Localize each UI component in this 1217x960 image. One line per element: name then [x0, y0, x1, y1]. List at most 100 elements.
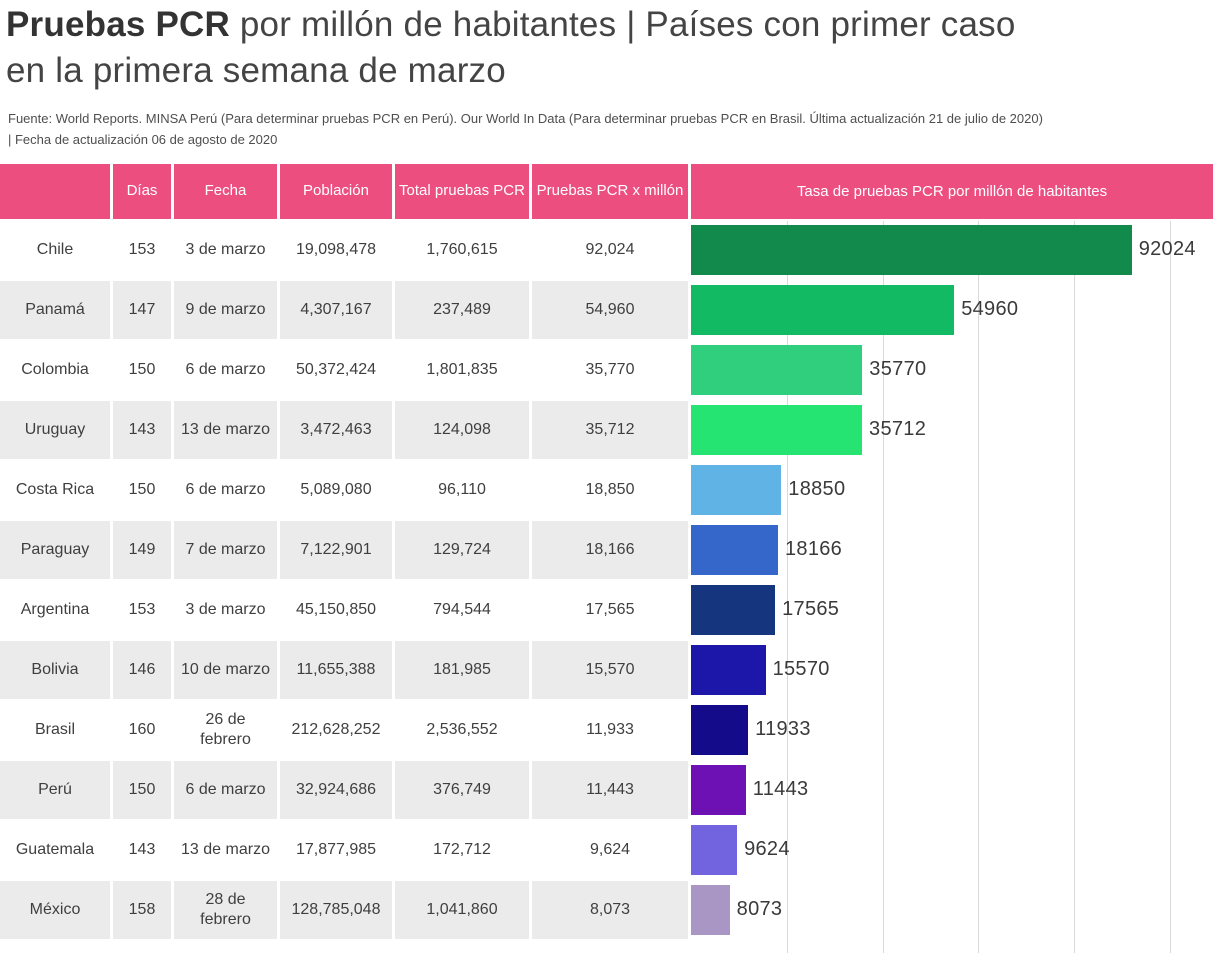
table-cell-fecha: 26 de febrero	[174, 700, 277, 759]
column-header-poblacion: Población	[280, 163, 392, 219]
table-cell-dias: 150	[113, 460, 171, 519]
bar-colombia	[691, 344, 863, 395]
table-cell-total-pruebas: 172,712	[395, 820, 529, 879]
table-cell-fecha: 6 de marzo	[174, 460, 277, 519]
chart-row-perú: 11443	[691, 761, 1213, 819]
chart-row-chile: 92024	[691, 221, 1213, 279]
chart-row-paraguay: 18166	[691, 521, 1213, 579]
chart-row-brasil: 11933	[691, 701, 1213, 759]
data-table: Días Fecha Población Total pruebas PCR P…	[0, 163, 688, 939]
column-header-country	[0, 163, 110, 219]
bar-value-label: 8073	[736, 898, 783, 921]
table-cell-country: Paraguay	[0, 520, 110, 579]
table-chart-layout: Días Fecha Población Total pruebas PCR P…	[0, 163, 1217, 953]
title-emphasis: Pruebas PCR	[6, 5, 230, 44]
table-cell-poblacion: 17,877,985	[280, 820, 392, 879]
table-cell-poblacion: 45,150,850	[280, 580, 392, 639]
chart-row-guatemala: 9624	[691, 821, 1213, 879]
bar-value-label: 17565	[782, 598, 840, 621]
source-line-1: Fuente: World Reports. MINSA Perú (Para …	[8, 111, 1043, 126]
chart-row-uruguay: 35712	[691, 401, 1213, 459]
bar-perú	[691, 764, 746, 815]
bar-value-label: 11443	[752, 778, 809, 801]
table-cell-country: Panamá	[0, 280, 110, 339]
bar-bolivia	[691, 644, 766, 695]
bar-value-label: 9624	[744, 838, 790, 861]
table-cell-poblacion: 11,655,388	[280, 640, 392, 699]
table-cell-dias: 146	[113, 640, 171, 699]
table-cell-dias: 160	[113, 700, 171, 759]
bar-chile	[691, 224, 1132, 275]
source-note: Fuente: World Reports. MINSA Perú (Para …	[0, 109, 1210, 151]
table-cell-pcr-millon: 8,073	[532, 880, 688, 939]
bar-value-label: 54960	[961, 298, 1019, 321]
column-header-fecha: Fecha	[174, 163, 277, 219]
table-cell-country: Uruguay	[0, 400, 110, 459]
table-cell-fecha: 13 de marzo	[174, 400, 277, 459]
table-cell-country: Brasil	[0, 700, 110, 759]
chart-row-panamá: 54960	[691, 281, 1213, 339]
table-cell-pcr-millon: 18,166	[532, 520, 688, 579]
bar-chart: Tasa de pruebas PCR por millón de habita…	[691, 163, 1217, 953]
table-cell-poblacion: 32,924,686	[280, 760, 392, 819]
table-cell-dias: 153	[113, 580, 171, 639]
bar-value-label: 18850	[788, 478, 846, 501]
table-cell-poblacion: 128,785,048	[280, 880, 392, 939]
table-cell-total-pruebas: 181,985	[395, 640, 529, 699]
bar-panamá	[691, 284, 955, 335]
table-cell-dias: 149	[113, 520, 171, 579]
title-rest: por millón de habitantes | Países con pr…	[6, 5, 1016, 90]
bar-value-label: 35712	[869, 418, 927, 441]
table-cell-total-pruebas: 237,489	[395, 280, 529, 339]
table-cell-dias: 143	[113, 400, 171, 459]
table-cell-country: Argentina	[0, 580, 110, 639]
bar-paraguay	[691, 524, 778, 575]
bar-value-label: 92024	[1138, 238, 1196, 261]
table-cell-fecha: 6 de marzo	[174, 340, 277, 399]
table-cell-fecha: 10 de marzo	[174, 640, 277, 699]
column-header-pcr-millon: Pruebas PCR x millón	[532, 163, 688, 219]
chart-row-bolivia: 15570	[691, 641, 1213, 699]
table-cell-fecha: 28 de febrero	[174, 880, 277, 939]
table-cell-total-pruebas: 129,724	[395, 520, 529, 579]
gridline-40000	[882, 220, 884, 953]
table-cell-dias: 147	[113, 280, 171, 339]
table-cell-pcr-millon: 17,565	[532, 580, 688, 639]
bar-uruguay	[691, 404, 863, 455]
table-cell-dias: 143	[113, 820, 171, 879]
table-cell-total-pruebas: 124,098	[395, 400, 529, 459]
chart-plot-area: 92024 54960 35770 35712 18850 18166 17565 15570…	[691, 220, 1213, 953]
chart-header: Tasa de pruebas PCR por millón de habita…	[691, 163, 1213, 219]
chart-row-colombia: 35770	[691, 341, 1213, 399]
table-cell-country: Costa Rica	[0, 460, 110, 519]
table-cell-pcr-millon: 54,960	[532, 280, 688, 339]
bar-méxico	[691, 884, 730, 935]
table-cell-country: Chile	[0, 220, 110, 279]
chart-row-argentina: 17565	[691, 581, 1213, 639]
table-cell-dias: 153	[113, 220, 171, 279]
chart-row-costa-rica: 18850	[691, 461, 1213, 519]
table-cell-poblacion: 4,307,167	[280, 280, 392, 339]
table-cell-poblacion: 50,372,424	[280, 340, 392, 399]
table-cell-country: Colombia	[0, 340, 110, 399]
table-cell-pcr-millon: 9,624	[532, 820, 688, 879]
bar-value-label: 18166	[784, 538, 843, 561]
table-cell-country: Guatemala	[0, 820, 110, 879]
table-cell-poblacion: 3,472,463	[280, 400, 392, 459]
gridline-80000	[1074, 220, 1076, 953]
table-cell-fecha: 13 de marzo	[174, 820, 277, 879]
chart-row-méxico: 8073	[691, 881, 1213, 939]
bar-guatemala	[691, 824, 738, 875]
table-cell-fecha: 9 de marzo	[174, 280, 277, 339]
source-line-2: | Fecha de actualización 06 de agosto de…	[8, 131, 278, 147]
bar-value-label: 15570	[772, 658, 830, 681]
column-header-total-pruebas: Total pruebas PCR	[395, 163, 529, 219]
bar-costa-rica	[691, 464, 782, 515]
table-cell-total-pruebas: 794,544	[395, 580, 529, 639]
table-cell-total-pruebas: 1,041,860	[395, 880, 529, 939]
table-cell-total-pruebas: 1,801,835	[395, 340, 529, 399]
page-title: Pruebas PCR por millón de habitantes | P…	[0, 0, 1060, 93]
table-cell-pcr-millon: 35,770	[532, 340, 688, 399]
table-cell-poblacion: 5,089,080	[280, 460, 392, 519]
